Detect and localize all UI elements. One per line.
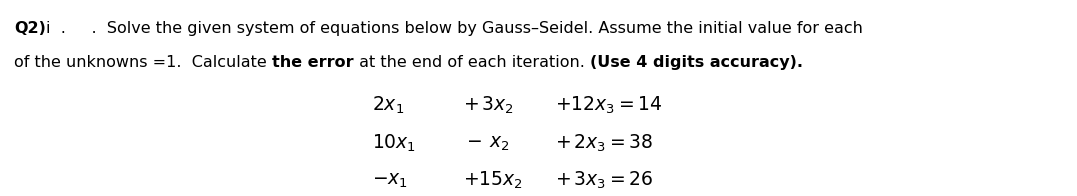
Text: $-\;\,x_2$: $-\;\,x_2$ [466,134,510,152]
Text: Q2): Q2) [14,21,46,36]
Text: $+\,3x_3=26$: $+\,3x_3=26$ [555,170,653,191]
Text: $+12x_3=14$: $+12x_3=14$ [555,95,662,116]
Text: $2x_1$: $2x_1$ [372,95,404,116]
Text: the error: the error [271,55,353,70]
Text: of the unknowns =1.  Calculate: of the unknowns =1. Calculate [14,55,271,70]
Text: $+\,2x_3=38$: $+\,2x_3=38$ [555,132,653,154]
Text: i  .     .  Solve the given system of equations below by Gauss–Seidel. Assume th: i . . Solve the given system of equation… [46,21,863,36]
Text: at the end of each iteration.: at the end of each iteration. [353,55,589,70]
Text: $+\,3x_2$: $+\,3x_2$ [463,95,514,116]
Text: $+15x_2$: $+15x_2$ [463,170,523,191]
Text: (Use 4 digits accuracy).: (Use 4 digits accuracy). [589,55,802,70]
Text: $10x_1$: $10x_1$ [372,132,416,154]
Text: $-x_1$: $-x_1$ [372,171,407,190]
